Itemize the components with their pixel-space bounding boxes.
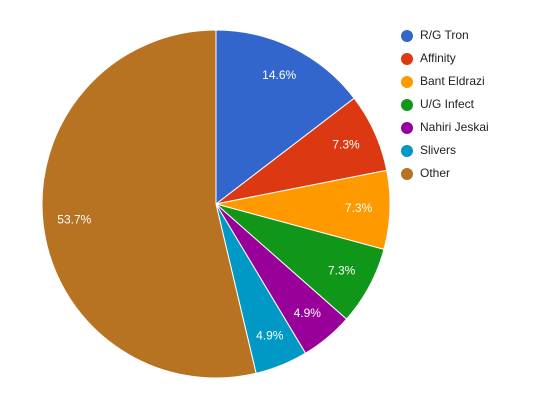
- legend-swatch: [401, 168, 413, 180]
- legend-label: Other: [420, 166, 450, 180]
- slice-label: 7.3%: [332, 137, 360, 151]
- legend-label: R/G Tron: [420, 28, 469, 42]
- legend-label: Bant Eldrazi: [420, 74, 485, 88]
- slice-label: 7.3%: [328, 264, 356, 278]
- legend-label: Nahiri Jeskai: [420, 120, 489, 134]
- legend-swatch: [401, 76, 413, 88]
- pie-slice: [215, 29, 355, 206]
- slice-label: 4.9%: [256, 328, 284, 342]
- legend-swatch: [401, 145, 413, 157]
- slice-label: 4.9%: [294, 306, 322, 320]
- pie-slice: [41, 29, 257, 379]
- slice-label: 14.6%: [262, 68, 296, 82]
- legend-label: Affinity: [420, 51, 456, 65]
- legend-swatch: [401, 122, 413, 134]
- legend-swatch: [401, 53, 413, 65]
- legend-label: Slivers: [420, 143, 456, 157]
- legend-swatch: [401, 99, 413, 111]
- legend-label: U/G Infect: [420, 97, 475, 111]
- slice-label: 53.7%: [57, 213, 91, 227]
- slice-label: 7.3%: [345, 201, 373, 215]
- legend-swatch: [401, 30, 413, 42]
